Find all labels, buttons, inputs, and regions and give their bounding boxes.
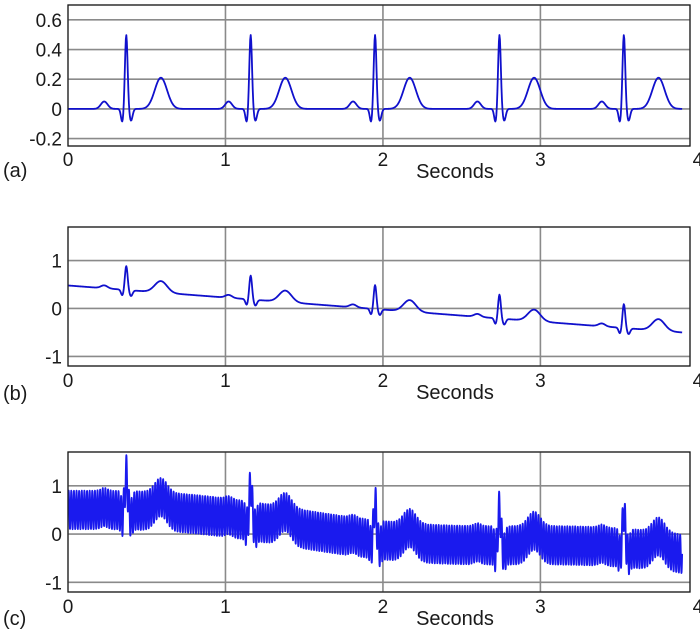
plot-area bbox=[67, 4, 691, 147]
y-tick-label: 1 bbox=[51, 252, 62, 273]
y-tick-label: -1 bbox=[45, 573, 62, 594]
ecg-signal-line bbox=[68, 265, 683, 335]
x-tick-label: 4 bbox=[693, 150, 700, 171]
y-tick-label: 0.4 bbox=[36, 41, 63, 62]
plot-area bbox=[67, 451, 691, 593]
y-tick-label: 0.2 bbox=[36, 70, 62, 91]
ecg-signal-line bbox=[68, 454, 684, 576]
x-tick-label: 0 bbox=[63, 371, 74, 392]
x-tick-label: 2 bbox=[378, 597, 389, 618]
x-axis-label: Seconds bbox=[416, 382, 494, 404]
y-tick-label: 0.6 bbox=[36, 11, 62, 32]
y-tick-label: 0 bbox=[51, 100, 62, 121]
y-tick-label: 0 bbox=[51, 299, 62, 320]
panel-label: (b) bbox=[3, 383, 27, 405]
x-tick-label: 1 bbox=[220, 371, 231, 392]
x-tick-label: 2 bbox=[378, 371, 389, 392]
y-tick-label: -0.2 bbox=[29, 130, 62, 151]
y-tick-label: -1 bbox=[45, 347, 62, 368]
x-tick-label: 3 bbox=[535, 371, 546, 392]
x-tick-label: 1 bbox=[220, 597, 231, 618]
x-tick-label: 1 bbox=[220, 150, 231, 171]
plot-area bbox=[67, 226, 691, 367]
x-axis-label: Seconds bbox=[416, 608, 494, 630]
ecg-signal-line bbox=[68, 34, 683, 123]
x-tick-label: 4 bbox=[693, 597, 700, 618]
x-tick-label: 0 bbox=[63, 150, 74, 171]
plot-border bbox=[67, 4, 691, 147]
x-tick-label: 2 bbox=[378, 150, 389, 171]
y-tick-label: 0 bbox=[51, 525, 62, 546]
x-tick-label: 0 bbox=[63, 597, 74, 618]
x-tick-label: 4 bbox=[693, 371, 700, 392]
panel-label: (a) bbox=[3, 160, 27, 182]
y-tick-label: 1 bbox=[51, 477, 62, 498]
x-tick-label: 3 bbox=[535, 150, 546, 171]
plot-border bbox=[67, 451, 691, 593]
plot-border bbox=[67, 226, 691, 367]
panel-label: (c) bbox=[3, 608, 26, 630]
x-axis-label: Seconds bbox=[416, 161, 494, 183]
x-tick-label: 3 bbox=[535, 597, 546, 618]
